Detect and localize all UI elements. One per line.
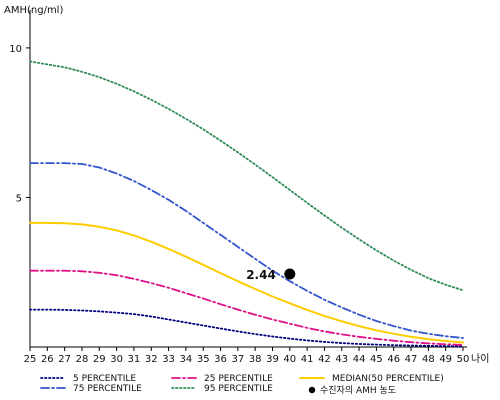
series-line-0 bbox=[29, 308, 464, 348]
x-tick-label: 48 bbox=[422, 354, 435, 365]
x-tick-label: 37 bbox=[231, 354, 244, 365]
x-tick-label: 25 bbox=[24, 354, 37, 365]
series-line-1 bbox=[29, 162, 464, 339]
annotation-layer: 2.44 bbox=[246, 268, 296, 282]
y-tick-label: 5 bbox=[16, 193, 22, 204]
x-tick-label: 34 bbox=[180, 354, 193, 365]
x-tick-label: 33 bbox=[162, 354, 175, 365]
x-tick-label: 27 bbox=[58, 354, 71, 365]
legend-label-0: 5 PERCENTILE bbox=[73, 374, 136, 384]
x-tick-label: 47 bbox=[405, 354, 418, 365]
x-tick-label: 26 bbox=[41, 354, 54, 365]
axes-layer: 5 10 25 26 27 28 29 30 31 32 33 34 35 36 37 38 39 40 41 42 4… bbox=[4, 5, 489, 365]
x-tick-label: 32 bbox=[145, 354, 158, 365]
x-tick-label: 50 bbox=[457, 354, 470, 365]
x-tick-label: 49 bbox=[439, 354, 452, 365]
legend-label-3: 95 PERCENTILE bbox=[204, 384, 273, 394]
x-tick-label: 41 bbox=[301, 354, 314, 365]
x-tick-label: 31 bbox=[128, 354, 141, 365]
series-lines bbox=[29, 60, 464, 348]
y-tick-label: 10 bbox=[9, 44, 22, 55]
x-tick-label: 45 bbox=[370, 354, 383, 365]
x-tick-label: 35 bbox=[197, 354, 210, 365]
series-line-2 bbox=[29, 269, 464, 346]
patient-amh-label: 2.44 bbox=[246, 268, 276, 282]
x-tick-label: 39 bbox=[266, 354, 279, 365]
x-axis-title: 나이 bbox=[471, 353, 489, 365]
x-tick-label: 36 bbox=[214, 354, 227, 365]
x-tick-label: 44 bbox=[353, 354, 366, 365]
legend-label-2: 25 PERCENTILE bbox=[204, 374, 273, 384]
patient-amh-point bbox=[284, 268, 296, 280]
legend-point-label: 수진자의 AMH 농도 bbox=[320, 385, 396, 396]
series-line-4 bbox=[29, 221, 464, 344]
x-tick-label: 29 bbox=[93, 354, 106, 365]
legend-label-1: 75 PERCENTILE bbox=[73, 384, 142, 394]
x-tick-label: 38 bbox=[249, 354, 262, 365]
y-axis-title: AMH(ng/ml) bbox=[4, 5, 63, 16]
x-tick-label: 30 bbox=[110, 354, 123, 365]
x-tick-label: 42 bbox=[318, 354, 331, 365]
legend-label-4: MEDIAN(50 PERCENTILE) bbox=[332, 374, 444, 384]
legend-point-marker bbox=[308, 386, 316, 394]
x-tick-label: 28 bbox=[76, 354, 89, 365]
x-tick-label: 46 bbox=[387, 354, 400, 365]
series-line-3 bbox=[29, 60, 464, 292]
x-tick-label: 40 bbox=[283, 354, 296, 365]
x-tick-label: 43 bbox=[335, 354, 348, 365]
